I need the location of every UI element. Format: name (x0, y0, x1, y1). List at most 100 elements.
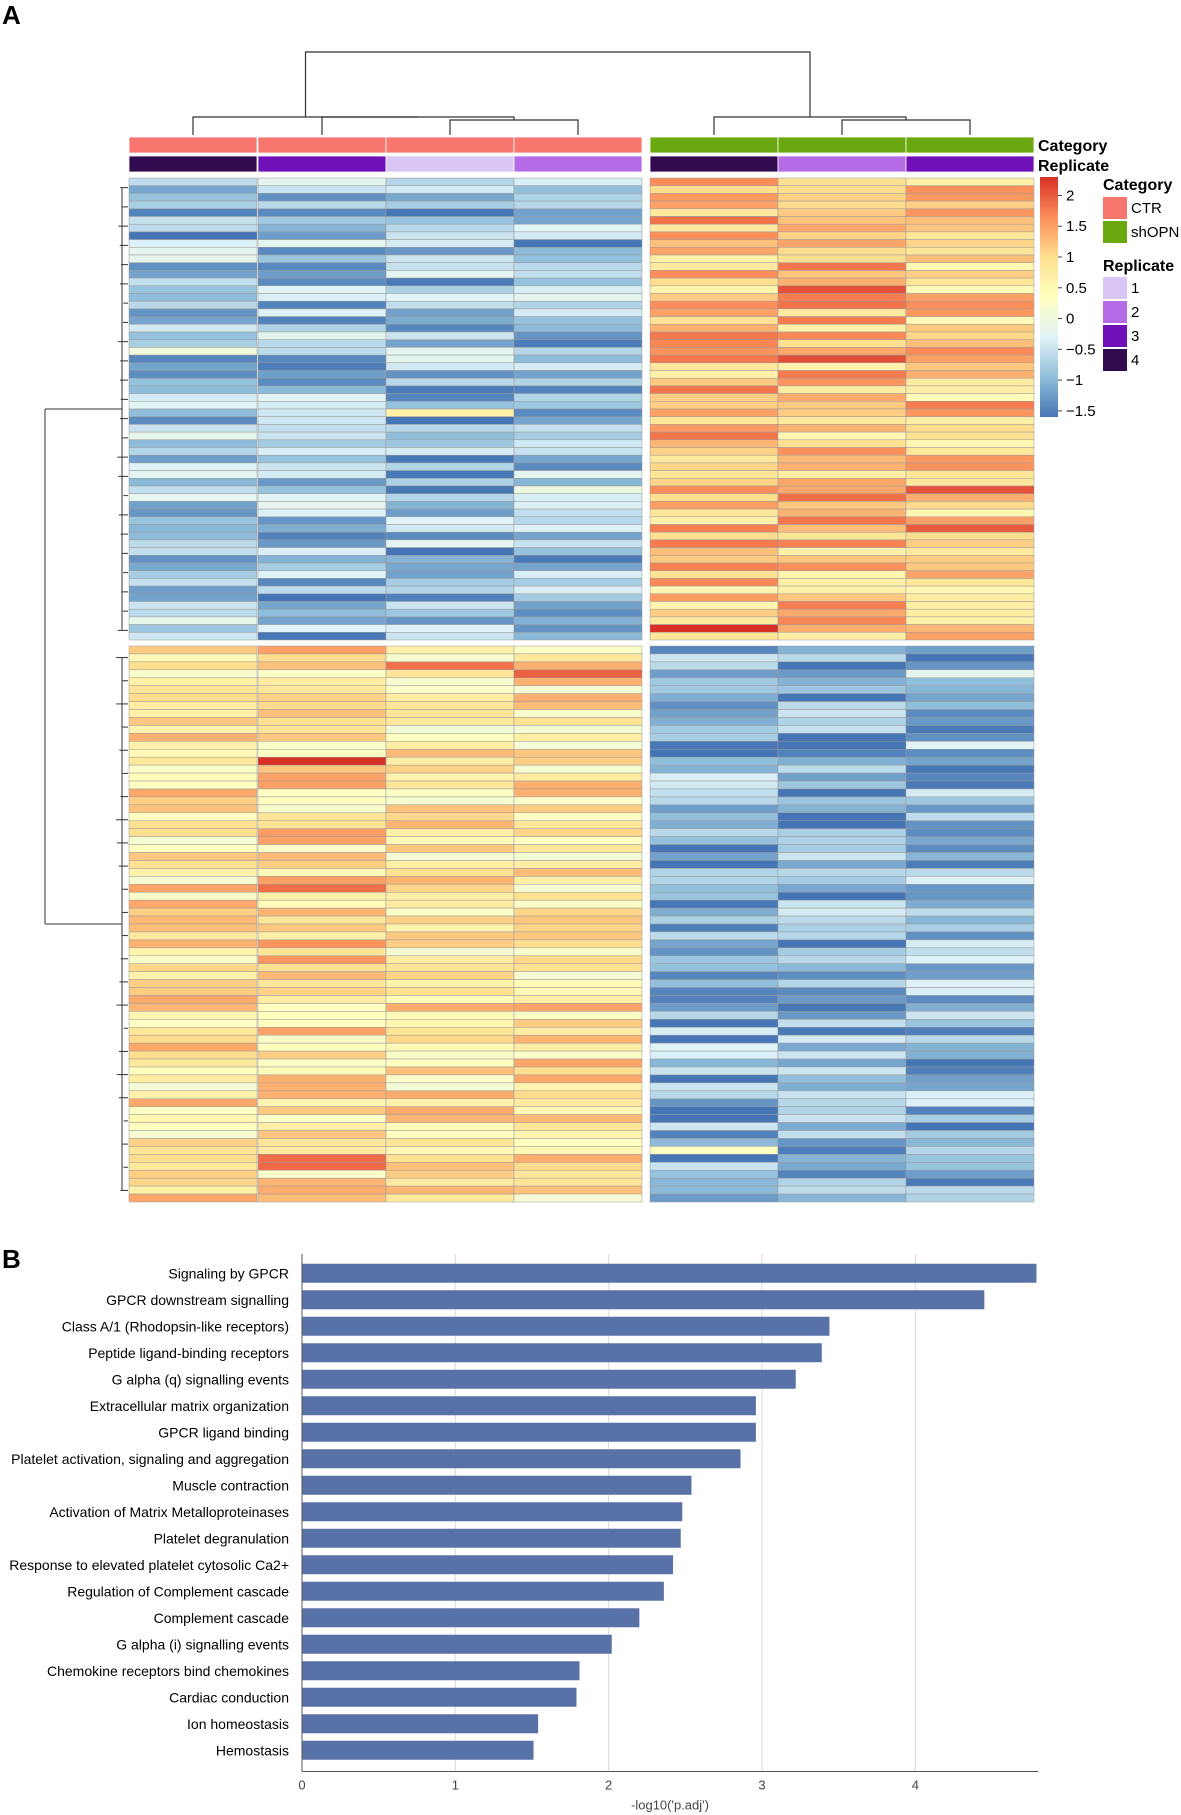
heatmap-cell (905, 1050, 1035, 1060)
heatmap-cell (385, 828, 515, 837)
heatmap-cell (649, 1066, 779, 1076)
heatmap-cell (513, 470, 643, 479)
heatmap-cell (385, 749, 515, 758)
heatmap-cell (385, 947, 515, 957)
heatmap-cell (777, 370, 907, 379)
heatmap-cell (385, 701, 515, 710)
heatmap-cell (649, 1034, 779, 1044)
heatmap-cell (128, 300, 258, 310)
heatmap-cell (513, 1130, 643, 1139)
heatmap-cell (649, 370, 779, 379)
heatmap-cell (128, 216, 258, 225)
heatmap-cell (257, 1130, 387, 1139)
heatmap-cell (257, 1082, 387, 1092)
heatmap-cell (513, 377, 643, 387)
heatmap-cell (513, 608, 643, 618)
heatmap-cell (777, 247, 907, 256)
heatmap-cell (385, 508, 515, 518)
heatmap-cell (513, 270, 643, 279)
heatmap-cell (385, 693, 515, 702)
colorbar (1040, 177, 1058, 417)
heatmap-cell (385, 624, 515, 633)
heatmap-cell (385, 601, 515, 610)
heatmap-cell (513, 1169, 643, 1179)
heatmap-cell (905, 585, 1035, 595)
heatmap-cell (513, 262, 643, 271)
heatmap-cell (257, 1066, 387, 1076)
heatmap-cell (385, 177, 515, 186)
heatmap-cell (649, 277, 779, 287)
heatmap-cell (128, 385, 258, 394)
heatmap-cell (257, 1146, 387, 1155)
heatmap-cell (905, 979, 1035, 988)
heatmap-cell (513, 578, 643, 587)
heatmap-cell (777, 701, 907, 710)
heatmap-cell (385, 725, 515, 734)
heatmap-cell (128, 1042, 258, 1052)
heatmap-cell (649, 1122, 779, 1131)
heatmap-cell (905, 788, 1035, 798)
heatmap-cell (649, 377, 779, 387)
heatmap-cell (128, 709, 258, 718)
heatmap-cell (128, 608, 258, 618)
heatmap-cell (905, 262, 1035, 271)
heatmap-cell (385, 462, 515, 471)
heatmap-cell (905, 923, 1035, 933)
heatmap-cell (257, 828, 387, 837)
heatmap-cell (905, 891, 1035, 901)
bar-category-label: Platelet activation, signaling and aggre… (11, 1451, 289, 1467)
heatmap-cell (905, 1106, 1035, 1115)
heatmap-cell (777, 876, 907, 885)
heatmap-cell (513, 955, 643, 964)
heatmap-cell (128, 979, 258, 988)
heatmap-cell (128, 193, 258, 202)
heatmap-cell (257, 820, 387, 829)
heatmap-cell (128, 788, 258, 798)
heatmap-cell (128, 1027, 258, 1036)
heatmap-cell (649, 424, 779, 433)
heatmap-cell (513, 177, 643, 186)
heatmap-cell (905, 780, 1035, 790)
heatmap-cell (385, 804, 515, 814)
bar-category-label: Muscle contraction (172, 1477, 289, 1493)
heatmap-cell (257, 193, 387, 202)
heatmap-cell (905, 385, 1035, 394)
annotation-category-cell (257, 136, 387, 154)
heatmap-cell (257, 1114, 387, 1123)
heatmap-cell (385, 923, 515, 933)
heatmap-cell (385, 1027, 515, 1036)
heatmap-cell (649, 585, 779, 595)
heatmap-cell (905, 733, 1035, 742)
heatmap-cell (128, 1146, 258, 1155)
x-tick-label: 4 (912, 1778, 919, 1793)
heatmap-cell (649, 1193, 779, 1203)
heatmap-cell (649, 1154, 779, 1163)
heatmap-cell (513, 915, 643, 925)
heatmap-cell (128, 764, 258, 774)
heatmap-cell (777, 1169, 907, 1179)
heatmap-cell (385, 200, 515, 210)
heatmap-cell (128, 485, 258, 494)
heatmap-cell (649, 493, 779, 502)
heatmap-cell (905, 868, 1035, 877)
heatmap-cell (385, 796, 515, 806)
heatmap-cell (777, 788, 907, 798)
heatmap-cell (777, 331, 907, 340)
heatmap-cell (128, 884, 258, 893)
heatmap-cell (649, 907, 779, 917)
heatmap-cell (777, 439, 907, 448)
heatmap-cell (777, 1027, 907, 1036)
heatmap-cell (257, 177, 387, 186)
heatmap-cell (513, 508, 643, 518)
heatmap-cell (257, 804, 387, 814)
heatmap-cell (257, 1185, 387, 1195)
heatmap-cell (649, 431, 779, 441)
bar (302, 1422, 756, 1442)
heatmap-cell (513, 555, 643, 564)
heatmap-cell (777, 347, 907, 356)
heatmap-cell (777, 907, 907, 917)
heatmap-cell (513, 709, 643, 718)
heatmap-cell (649, 701, 779, 710)
heatmap-cell (777, 733, 907, 742)
heatmap-cell (128, 923, 258, 933)
